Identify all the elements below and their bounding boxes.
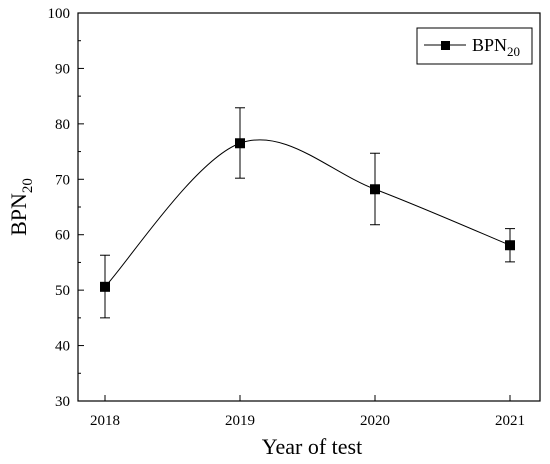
data-point: [370, 184, 380, 195]
legend-label-sub: 20: [507, 44, 520, 59]
legend-box: [416, 27, 533, 65]
y-tick-label: 80: [55, 117, 70, 133]
y-axis-title: BPN20: [6, 178, 36, 236]
x-tick-label: 2019: [225, 413, 255, 429]
x-axis: 2018 2019 2020 2021: [90, 395, 525, 429]
y-tick-label: 100: [48, 6, 71, 22]
data-point: [505, 240, 515, 251]
legend: BPN20: [416, 27, 533, 65]
series-line: [104, 139, 511, 288]
x-tick-label: 2020: [360, 413, 390, 429]
data-point: [235, 138, 245, 149]
x-tick-label: 2021: [495, 413, 525, 429]
y-tick-label: 30: [55, 394, 70, 410]
x-tick-label: 2018: [90, 413, 120, 429]
plot-frame: [77, 12, 541, 402]
x-axis-title: Year of test: [262, 434, 362, 459]
legend-label: BPN20: [472, 35, 520, 59]
y-axis: 30 40 50 60 70 80 90 100: [48, 6, 84, 410]
y-axis-title-sub: 20: [20, 178, 36, 193]
series-layer: [100, 107, 515, 319]
data-point: [100, 281, 110, 292]
y-tick-label: 60: [55, 228, 70, 244]
legend-label-main: BPN: [472, 35, 507, 55]
y-tick-label: 50: [55, 283, 70, 299]
y-axis-title-main: BPN: [6, 193, 31, 236]
y-tick-label: 40: [55, 339, 70, 355]
y-tick-label: 70: [55, 172, 70, 188]
legend-marker: [441, 41, 450, 50]
y-tick-label: 90: [55, 61, 70, 77]
